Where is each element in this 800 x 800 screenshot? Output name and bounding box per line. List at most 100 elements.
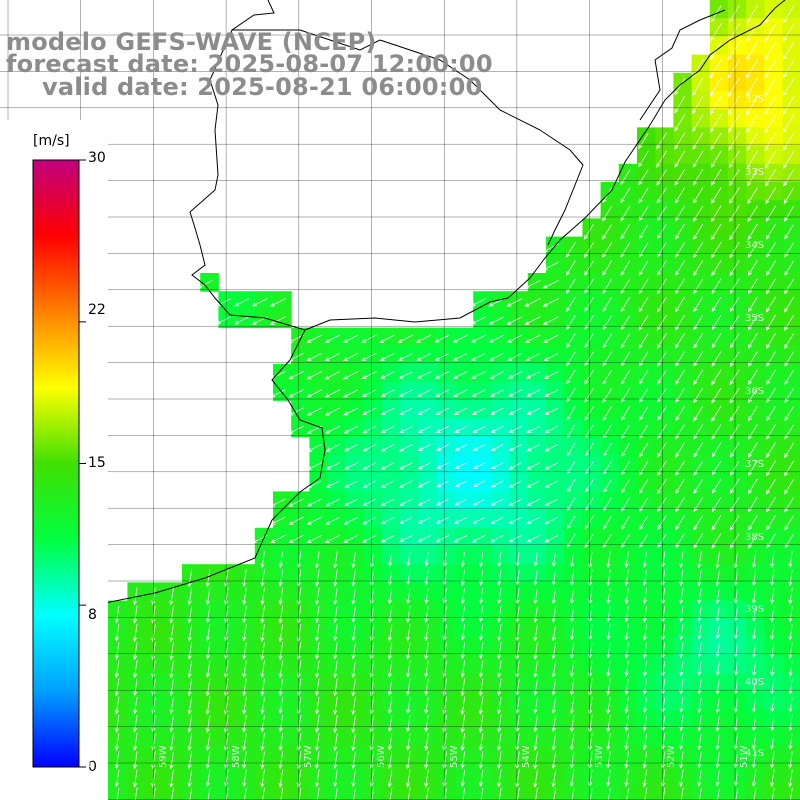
wind-arrow [187,587,193,606]
lon-label: 61W [13,745,24,768]
wind-arrow [478,769,484,787]
wind-arrow [621,515,631,530]
wind-arrow [544,425,559,434]
wind-arrow [770,569,775,587]
wind-arrow [602,278,613,294]
wind-arrow [697,697,702,714]
wind-arrow [766,333,776,349]
wind-arrow [470,334,486,343]
wind-arrow [379,334,395,343]
wind-arrow [436,480,449,488]
wind-arrow [116,787,120,800]
wind-arrow [132,623,138,642]
wind-arrow [733,679,739,695]
wind-arrow [680,787,684,800]
wind-arrow [497,660,502,678]
wind-arrow [398,371,413,379]
wind-arrow [325,498,340,507]
wind-arrow [642,769,648,788]
wind-arrow [679,569,684,587]
wind-arrow [260,587,265,606]
wind-arrow [280,787,284,800]
wind-arrow [711,460,722,476]
wind-arrow [733,606,739,622]
wind-arrow [361,352,377,361]
wind-arrow [657,242,667,258]
wind-arrow [380,371,395,379]
wind-arrow [566,333,576,348]
wind-arrow [472,425,486,433]
wind-arrow [639,442,649,458]
wind-arrow [606,624,611,641]
wind-arrow [693,424,704,440]
wind-arrow [435,389,450,397]
wind-arrow [533,751,538,770]
country-border [232,29,584,246]
wind-arrow [205,624,211,642]
wind-arrow [490,480,504,488]
wind-arrow [606,587,611,605]
wind-arrow [639,515,649,530]
wind-arrow [711,169,722,186]
wind-arrow [478,751,484,770]
wind-arrow [387,605,393,624]
wind-arrow [567,442,576,457]
wind-arrow [782,41,795,60]
wind-arrow [343,389,359,398]
wind-arrow [434,371,450,379]
wind-arrow [478,714,484,733]
wind-arrow [624,587,629,605]
wind-arrow [692,95,704,115]
wind-arrow [748,405,758,422]
wind-arrow [333,714,338,734]
wind-arrow [783,150,795,169]
wind-arrow [784,333,795,349]
wind-arrow [278,551,283,569]
wind-arrow [752,715,757,732]
wind-arrow [470,298,486,307]
wind-arrow [624,769,629,788]
wind-arrow [460,587,465,605]
wind-arrow [472,444,486,451]
wind-arrow [747,205,758,222]
wind-arrow [752,642,757,659]
wind-arrow [506,316,523,325]
wind-arrow [711,442,722,458]
wind-arrow [171,787,174,800]
wind-arrow [770,769,775,788]
wind-arrow [380,498,395,506]
wind-arrow [656,187,667,204]
wind-arrow [639,406,649,421]
wind-arrow [387,696,393,715]
wind-arrow [242,678,247,697]
wind-arrow [566,369,576,385]
wind-arrow [569,642,575,660]
wind-arrow [508,480,522,488]
wind-arrow [351,696,356,715]
wind-arrow [733,715,738,732]
wind-arrow [343,534,359,543]
wind-arrow [436,444,449,451]
wind-arrow [766,405,776,422]
wind-arrow [661,715,666,732]
wind-arrow [343,425,359,434]
wind-arrow [639,369,649,385]
wind-arrow [306,389,322,398]
wind-arrow [472,498,486,506]
wind-arrow [497,696,502,715]
wind-arrow [387,642,393,660]
wind-arrow [735,787,739,800]
wind-arrow [569,569,575,587]
wind-arrow [535,787,538,800]
wind-arrow [453,535,468,543]
wind-arrow [497,569,502,586]
wind-arrow [187,660,193,679]
wind-arrow [542,298,559,307]
wind-arrow [151,769,156,788]
wind-arrow [692,169,704,186]
wind-arrow [674,187,686,204]
wind-arrow [169,660,174,679]
wind-arrow [693,278,704,295]
wind-arrow [766,387,776,403]
